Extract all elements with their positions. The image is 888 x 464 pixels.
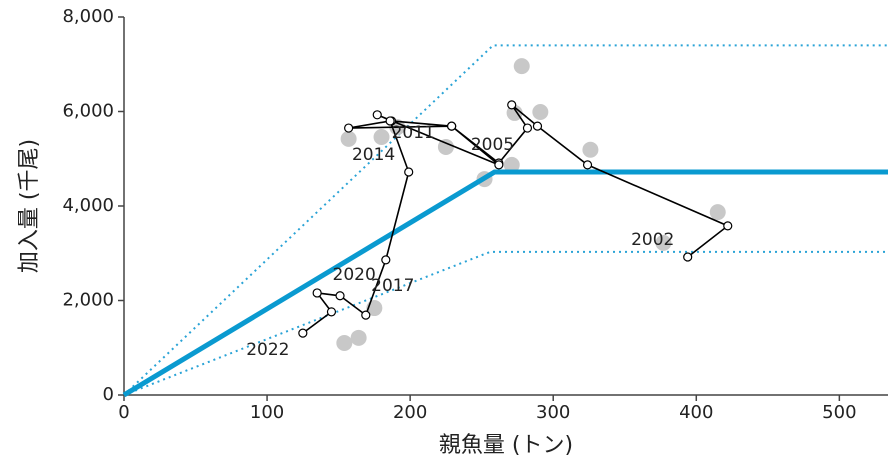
- trajectory-point: [683, 252, 693, 262]
- trajectory-point: [335, 291, 345, 301]
- point: [582, 141, 599, 158]
- x-tick-label: 0: [118, 402, 129, 423]
- trajectory-point: [507, 100, 517, 110]
- y-tick-label: 6,000: [62, 101, 114, 122]
- point: [503, 156, 520, 173]
- trajectory-point: [404, 167, 414, 177]
- y-tick-label: 2,000: [62, 290, 114, 311]
- x-tick-label: 400: [679, 402, 713, 423]
- trajectory-point: [344, 123, 354, 133]
- line: [123, 44, 888, 396]
- trajectory-point: [298, 328, 308, 338]
- point: [513, 58, 530, 75]
- trajectory: [302, 104, 730, 334]
- trajectory-point: [312, 288, 322, 298]
- y-tick-label: 8,000: [62, 6, 114, 27]
- y-tick-label: 0: [103, 384, 114, 405]
- trajectory-point: [522, 123, 533, 133]
- point-label: 2002: [631, 230, 674, 250]
- y-axis-title: 加入量 (千尾): [17, 139, 42, 273]
- point: [340, 130, 357, 147]
- point-label: 2020: [333, 265, 376, 285]
- point-label: 2011: [392, 123, 435, 143]
- point-label: 2017: [371, 276, 414, 296]
- point-label: 2005: [471, 135, 514, 155]
- trajectory-point: [723, 221, 733, 231]
- point: [350, 329, 367, 346]
- trajectory-point: [372, 110, 382, 120]
- point-label: 2014: [352, 145, 395, 165]
- point: [655, 234, 672, 251]
- trajectory-point: [326, 307, 337, 317]
- point: [336, 335, 353, 352]
- trajectory-point: [447, 121, 457, 131]
- y-tick-label: 4,000: [62, 195, 114, 216]
- trajectory-point: [381, 255, 391, 265]
- point: [437, 138, 454, 155]
- x-tick-label: 200: [393, 402, 427, 423]
- x-tick-label: 300: [536, 402, 570, 423]
- x-axis-title: 親魚量 (トン): [439, 433, 573, 458]
- trajectory-point: [582, 160, 593, 170]
- point-label: 2022: [246, 340, 289, 360]
- trajectory-point: [361, 310, 371, 320]
- point: [532, 103, 549, 120]
- point: [709, 204, 726, 221]
- trajectory-point: [532, 121, 543, 131]
- trajectory-point: [385, 116, 395, 126]
- x-tick-label: 100: [250, 402, 284, 423]
- x-tick-label: 500: [822, 402, 856, 423]
- line: [122, 169, 888, 398]
- trajectory-point: [494, 160, 504, 170]
- point: [373, 129, 390, 146]
